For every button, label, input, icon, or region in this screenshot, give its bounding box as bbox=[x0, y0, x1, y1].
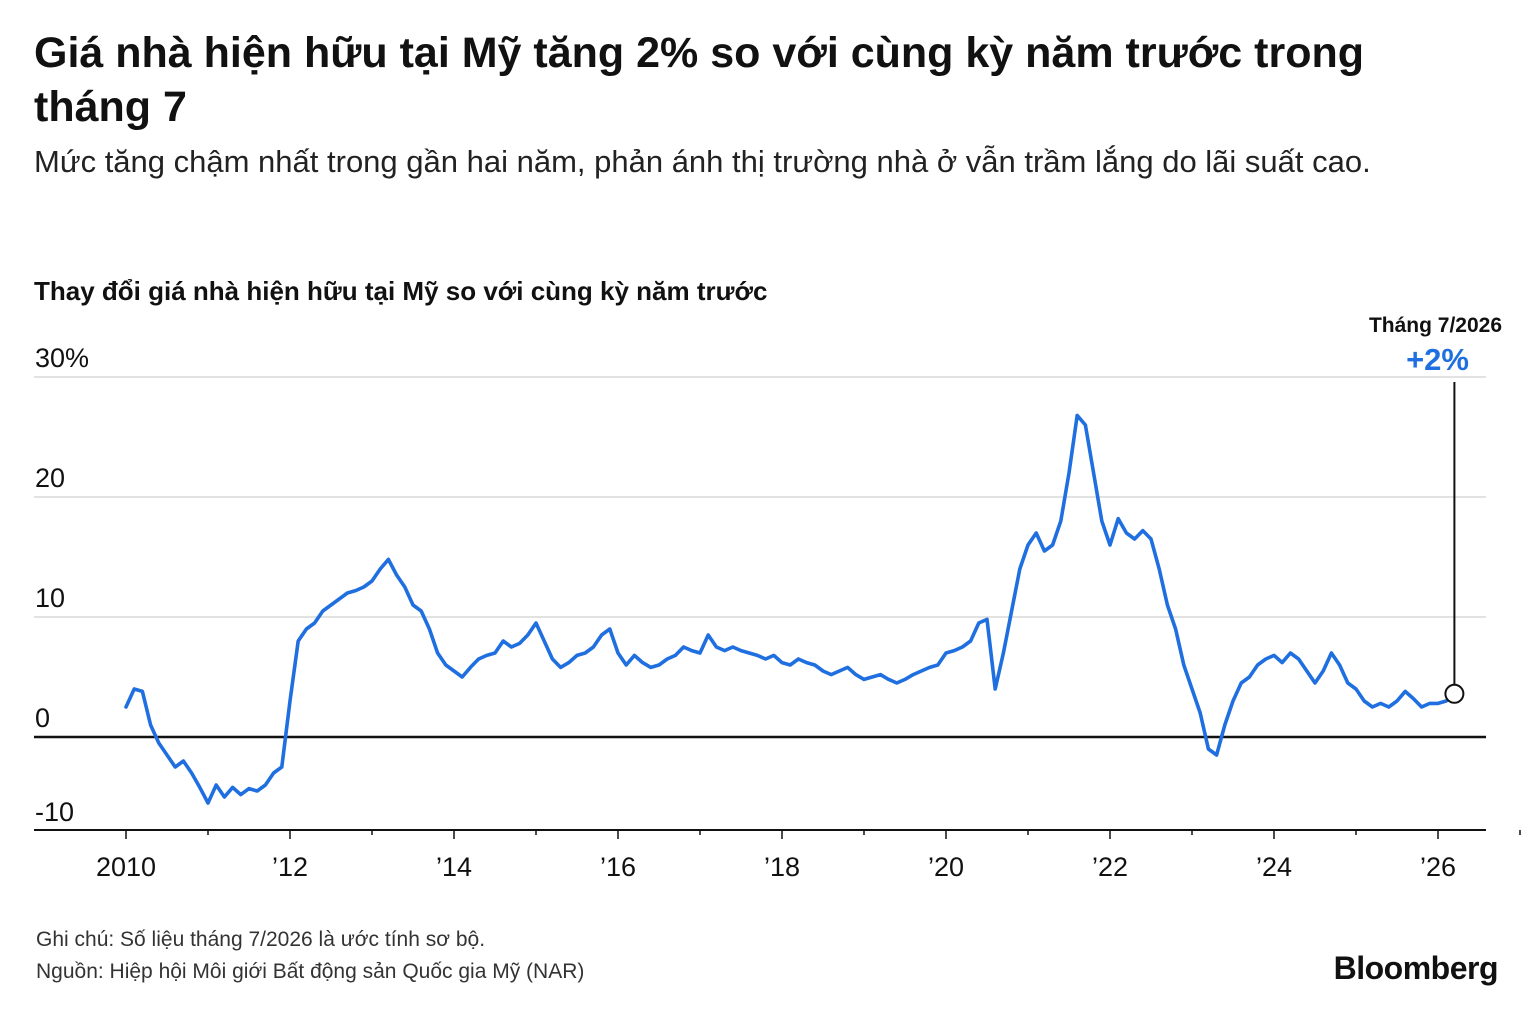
x-axis: 2010 ’12 ’14 ’16 ’18 ’20 ’22 ’24 ’26 bbox=[34, 829, 1521, 882]
x-tick-label: ’26 bbox=[1420, 852, 1456, 882]
last-value-marker bbox=[1444, 683, 1465, 704]
footnote-note: Ghi chú: Số liệu tháng 7/2026 là ước tín… bbox=[36, 928, 486, 951]
y-tick-label: 10 bbox=[35, 583, 65, 613]
y-axis-labels: 30% 20 10 0 -10 bbox=[35, 343, 89, 827]
x-tick-label: ’14 bbox=[436, 852, 472, 882]
y-tick-label: 30% bbox=[35, 343, 89, 373]
x-tick-label: ’20 bbox=[928, 852, 964, 882]
chart-subheadline: Mức tăng chậm nhất trong gần hai năm, ph… bbox=[34, 144, 1371, 179]
y-tick-label: 0 bbox=[35, 703, 50, 733]
x-tick-label: ’12 bbox=[272, 852, 308, 882]
x-tick-label: ’22 bbox=[1092, 852, 1128, 882]
series-line bbox=[124, 413, 1457, 805]
x-tick-label: ’24 bbox=[1256, 852, 1292, 882]
series-layer bbox=[124, 413, 1457, 805]
bloomberg-logo: Bloomberg bbox=[1333, 950, 1499, 986]
annotation-value-label: +2% bbox=[1406, 342, 1469, 377]
footnote-source: Nguồn: Hiệp hội Môi giới Bất động sản Qu… bbox=[36, 960, 585, 983]
gridlines bbox=[34, 376, 1486, 739]
annotation: Tháng 7/2026 +2% bbox=[1369, 314, 1502, 704]
x-tick-label: 2010 bbox=[96, 852, 156, 882]
x-tick-label: ’18 bbox=[764, 852, 800, 882]
chart-title: Thay đổi giá nhà hiện hữu tại Mỹ so với … bbox=[34, 276, 768, 306]
chart-headline: Giá nhà hiện hữu tại Mỹ tăng 2% so với c… bbox=[34, 29, 1364, 131]
x-tick-label: ’16 bbox=[600, 852, 636, 882]
y-tick-label: -10 bbox=[35, 797, 74, 827]
annotation-date-label: Tháng 7/2026 bbox=[1369, 314, 1502, 337]
y-tick-label: 20 bbox=[35, 463, 65, 493]
